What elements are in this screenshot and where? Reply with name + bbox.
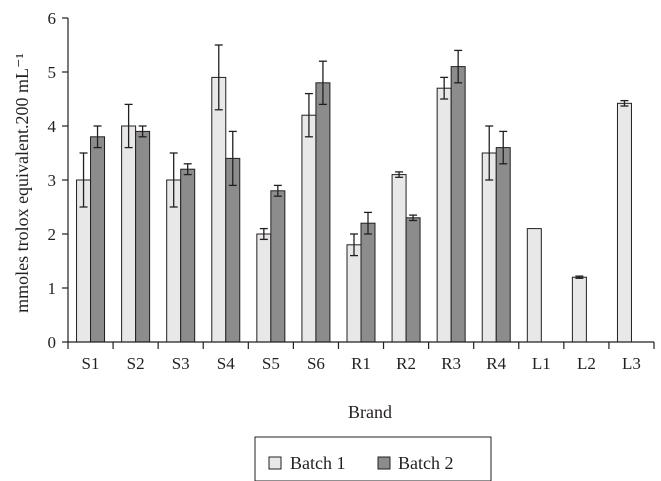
legend-swatch-batch-2 — [377, 456, 391, 470]
bar-batch-1-r3 — [436, 87, 452, 343]
error-bar — [304, 92, 313, 138]
x-tick-label: S4 — [217, 354, 235, 373]
y-tick-label: 1 — [48, 279, 57, 298]
error-bar — [273, 184, 282, 197]
x-axis: S1 S2 S3 S4 S5 S6 R1 R2 R3 R4 L1 L2 L3 — [67, 341, 655, 373]
error-bar — [228, 130, 237, 187]
y-tick-label: 2 — [48, 225, 57, 244]
error-bar — [620, 99, 629, 107]
error-bar — [485, 125, 494, 181]
bar-batch-2-r3 — [450, 66, 466, 343]
x-tick-label: R3 — [441, 354, 461, 373]
y-tick-label: 6 — [48, 9, 57, 28]
x-tick-label: S1 — [82, 354, 100, 373]
bar-batch-1-s5 — [256, 233, 272, 343]
error-bar — [183, 163, 192, 176]
x-tick-label: S6 — [307, 354, 325, 373]
error-bar — [409, 214, 418, 222]
bar-batch-1-l2 — [571, 276, 587, 343]
legend-label-batch-2: Batch 2 — [398, 453, 454, 473]
y-tick-label: 3 — [48, 171, 57, 190]
error-bar — [138, 125, 147, 138]
bar-batch-2-s6 — [315, 82, 331, 343]
error-bar — [440, 76, 449, 100]
bar-batch-1-l1 — [526, 228, 542, 343]
x-tick-label: L1 — [532, 354, 551, 373]
y-tick-label: 0 — [48, 333, 57, 352]
error-bar — [395, 171, 404, 178]
bar-batch-1-r2 — [391, 174, 407, 343]
legend-frame — [254, 436, 492, 481]
error-bar — [214, 44, 223, 111]
x-tick-label: R2 — [396, 354, 416, 373]
x-tick-label: S5 — [262, 354, 280, 373]
y-axis-title: mmoles trolox equivalent.200 mL⁻¹ — [12, 53, 32, 313]
y-tick-label: 5 — [48, 63, 57, 82]
error-bar — [79, 152, 88, 208]
error-bar — [454, 49, 463, 84]
legend-label-batch-1: Batch 1 — [290, 453, 346, 473]
y-tick-label: 4 — [48, 117, 57, 136]
bar-batch-2-s3 — [180, 168, 196, 343]
x-tick-label: L2 — [577, 354, 596, 373]
error-bar — [575, 275, 584, 279]
error-bar — [318, 60, 327, 106]
bar-batch-1-s4 — [211, 76, 227, 343]
bar-batch-1-s6 — [301, 114, 317, 343]
error-bar — [350, 233, 358, 257]
x-tick-label: L3 — [622, 354, 641, 373]
bar-batch-2-r2 — [405, 217, 421, 343]
bar-batch-1-r4 — [481, 152, 497, 343]
bar-batch-2-s5 — [270, 190, 286, 343]
bar-batch-1-s2 — [121, 125, 137, 343]
bar-batch-2-s2 — [135, 130, 151, 343]
x-tick-label: R4 — [486, 354, 506, 373]
legend: Batch 1 Batch 2 — [254, 436, 492, 481]
x-tick-label: S2 — [127, 354, 145, 373]
bar-batch-1-l3 — [616, 102, 632, 343]
legend-swatch-batch-1 — [268, 456, 282, 470]
bar-batch-2-r1 — [360, 222, 376, 343]
bar-batch-1-r1 — [346, 244, 362, 343]
x-tick-label: S3 — [172, 354, 190, 373]
y-axis: 0 1 2 3 4 5 6 — [48, 9, 69, 352]
error-bar — [124, 103, 133, 149]
error-bar — [259, 227, 268, 241]
error-bar — [169, 152, 178, 208]
error-bar — [93, 125, 102, 149]
plot-area — [76, 44, 632, 343]
error-bar — [499, 130, 508, 165]
bar-batch-2-s1 — [90, 136, 106, 343]
x-tick-label: R1 — [351, 354, 371, 373]
error-bar — [364, 211, 372, 235]
x-axis-title: Brand — [348, 402, 392, 422]
bar-batch-2-r4 — [495, 147, 511, 343]
